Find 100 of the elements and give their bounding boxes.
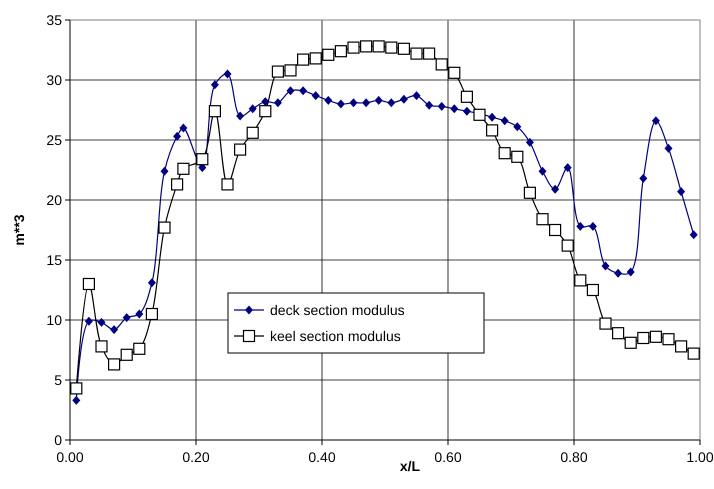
point	[662, 333, 675, 346]
point	[133, 342, 146, 355]
point	[652, 116, 660, 126]
point	[574, 274, 586, 286]
point	[160, 166, 168, 176]
point	[196, 153, 208, 166]
point	[412, 91, 420, 100]
point	[179, 124, 188, 132]
point	[486, 124, 498, 136]
point	[221, 178, 234, 190]
point	[120, 348, 133, 361]
point	[248, 104, 257, 114]
point	[614, 268, 622, 278]
point	[602, 262, 610, 270]
point	[372, 40, 385, 52]
point	[436, 58, 448, 70]
point	[400, 94, 408, 104]
point	[586, 284, 599, 296]
point	[511, 150, 524, 163]
point	[122, 313, 131, 322]
point	[148, 278, 156, 288]
point	[564, 163, 572, 172]
point	[398, 42, 410, 55]
x-tick-label: 0.00	[56, 449, 84, 465]
point	[98, 318, 106, 327]
point	[135, 310, 144, 318]
point	[322, 48, 334, 61]
point	[110, 325, 118, 334]
y-tick-label: 35	[46, 12, 62, 28]
point	[324, 96, 332, 105]
point	[538, 166, 546, 176]
x-axis-title: x/L	[400, 458, 421, 474]
point	[425, 100, 434, 110]
point	[173, 132, 182, 141]
point	[259, 105, 272, 118]
point	[624, 336, 637, 349]
point	[677, 187, 686, 196]
point	[626, 268, 635, 276]
point	[460, 90, 473, 103]
x-tick-label: 0.60	[434, 449, 462, 465]
point	[210, 80, 219, 90]
point	[274, 98, 282, 108]
point	[177, 162, 190, 175]
point	[385, 42, 398, 54]
point	[387, 98, 396, 108]
point	[462, 106, 471, 116]
point	[513, 122, 522, 132]
point	[688, 348, 700, 360]
point	[158, 222, 171, 234]
y-tick-label: 25	[46, 132, 62, 148]
y-tick-label: 15	[46, 252, 62, 268]
point	[72, 396, 80, 405]
y-tick-label: 0	[54, 432, 62, 448]
legend-label: deck section modulus	[270, 302, 405, 318]
point	[347, 42, 360, 54]
point	[588, 222, 597, 231]
point	[224, 70, 232, 78]
y-tick-label: 10	[46, 312, 62, 328]
point	[95, 340, 108, 352]
point	[650, 330, 662, 343]
point	[284, 64, 297, 76]
point	[246, 126, 259, 139]
point	[562, 240, 574, 252]
point	[299, 86, 308, 96]
point	[146, 308, 158, 320]
point	[675, 340, 688, 352]
point	[690, 230, 698, 240]
point	[637, 332, 650, 344]
point	[334, 45, 347, 58]
point	[350, 98, 358, 108]
point	[336, 100, 345, 108]
point	[423, 48, 436, 60]
point	[473, 108, 486, 121]
point	[234, 144, 246, 156]
point	[576, 222, 584, 231]
point	[84, 316, 93, 326]
point	[312, 91, 320, 100]
y-tick-label: 20	[46, 192, 62, 208]
point	[70, 382, 82, 394]
x-tick-label: 0.80	[560, 449, 588, 465]
point	[310, 52, 322, 64]
point	[551, 184, 560, 194]
point	[664, 144, 672, 153]
point	[108, 358, 120, 370]
point	[286, 86, 294, 96]
point	[208, 105, 221, 118]
point	[82, 278, 95, 290]
x-tick-label: 0.40	[308, 449, 336, 465]
point	[526, 138, 534, 147]
point	[171, 178, 184, 190]
legend-label: keel section modulus	[270, 328, 401, 344]
point	[297, 54, 310, 66]
point	[448, 66, 460, 79]
point	[236, 112, 244, 120]
point	[549, 224, 562, 236]
point	[360, 40, 372, 52]
point	[374, 96, 383, 105]
point	[536, 213, 549, 226]
point	[498, 147, 511, 160]
point	[612, 327, 624, 340]
